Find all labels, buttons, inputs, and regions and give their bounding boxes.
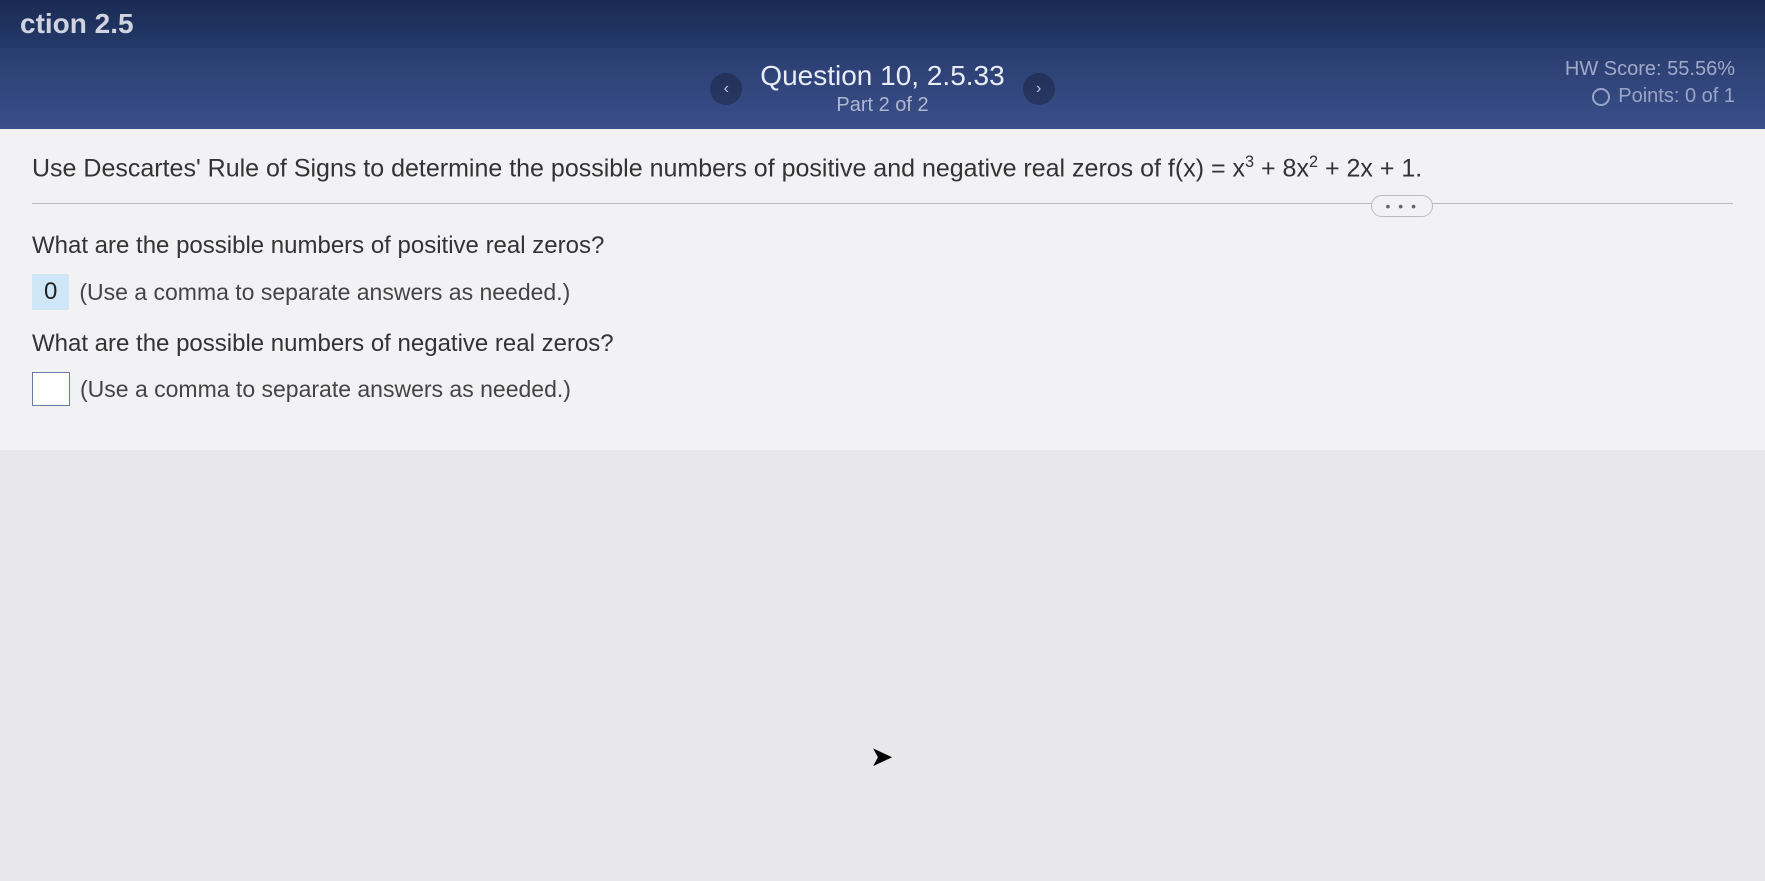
content-area: Use Descartes' Rule of Signs to determin… — [0, 129, 1765, 450]
question2-hint: (Use a comma to separate answers as need… — [80, 376, 571, 403]
question-nav-bar: ‹ Question 10, 2.5.33 Part 2 of 2 › HW S… — [0, 48, 1765, 129]
chevron-right-icon: › — [1036, 80, 1041, 98]
problem-text-mid: + 8x — [1254, 154, 1309, 182]
question-title: Question 10, 2.5.33 — [760, 60, 1004, 92]
next-question-button[interactable]: › — [1023, 73, 1055, 105]
more-options-button[interactable]: • • • — [1371, 195, 1433, 217]
score-block: HW Score: 55.56% Points: 0 of 1 — [1565, 58, 1735, 108]
question1-prompt: What are the possible numbers of positiv… — [32, 232, 1733, 260]
question2-answer-row: (Use a comma to separate answers as need… — [32, 372, 1733, 406]
hw-score-label: HW Score: 55.56% — [1565, 58, 1735, 81]
section-header: ction 2.5 — [0, 0, 1765, 48]
chevron-left-icon: ‹ — [724, 80, 729, 98]
problem-text-prefix: Use Descartes' Rule of Signs to determin… — [32, 154, 1245, 182]
mouse-cursor-icon: ➤ — [870, 740, 893, 773]
exponent-2: 2 — [1309, 153, 1318, 171]
question2-answer-input[interactable] — [32, 372, 70, 406]
points-label: Points: 0 of 1 — [1618, 85, 1735, 108]
prev-question-button[interactable]: ‹ — [710, 73, 742, 105]
question1-hint: (Use a comma to separate answers as need… — [79, 279, 570, 306]
question2-prompt: What are the possible numbers of negativ… — [32, 330, 1733, 358]
exponent-3: 3 — [1245, 153, 1254, 171]
problem-statement: Use Descartes' Rule of Signs to determin… — [32, 153, 1733, 204]
question-heading: Question 10, 2.5.33 Part 2 of 2 — [760, 60, 1004, 117]
question1-answer-row: 0 (Use a comma to separate answers as ne… — [32, 274, 1733, 310]
question1-answer-input[interactable]: 0 — [32, 274, 69, 310]
ellipsis-icon: • • • — [1386, 198, 1418, 214]
problem-text-suffix: + 2x + 1. — [1318, 154, 1422, 182]
points-status-icon — [1592, 88, 1610, 106]
section-title: ction 2.5 — [20, 8, 134, 39]
question-part-label: Part 2 of 2 — [760, 94, 1004, 117]
